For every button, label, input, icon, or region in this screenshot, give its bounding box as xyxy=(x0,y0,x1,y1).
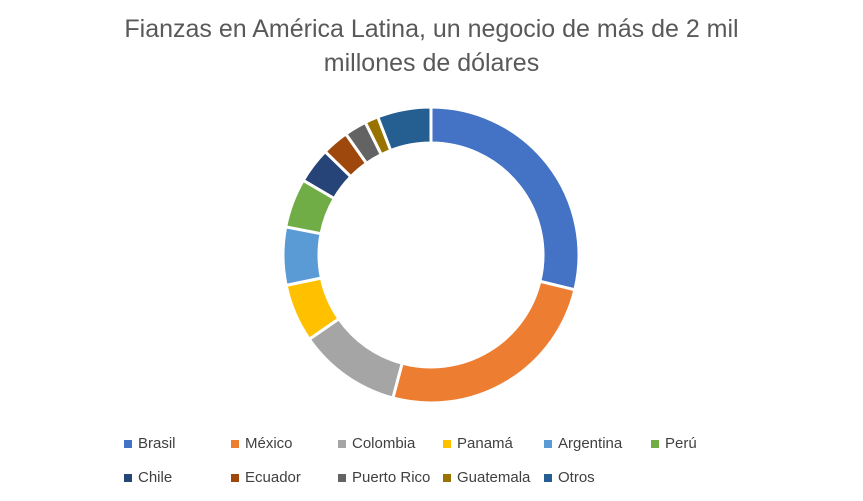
donut-slice-brasil xyxy=(429,105,581,292)
donut-slice-m-xico xyxy=(391,279,577,405)
donut-slice-argentina xyxy=(281,225,324,288)
donut-slice-otros xyxy=(375,105,433,153)
chart-title: Fianzas en América Latina, un negocio de… xyxy=(0,12,863,80)
chart-title-line-2: millones de dólares xyxy=(323,49,540,77)
chart-title-line-1: Fianzas en América Latina, un negocio de… xyxy=(124,15,739,43)
